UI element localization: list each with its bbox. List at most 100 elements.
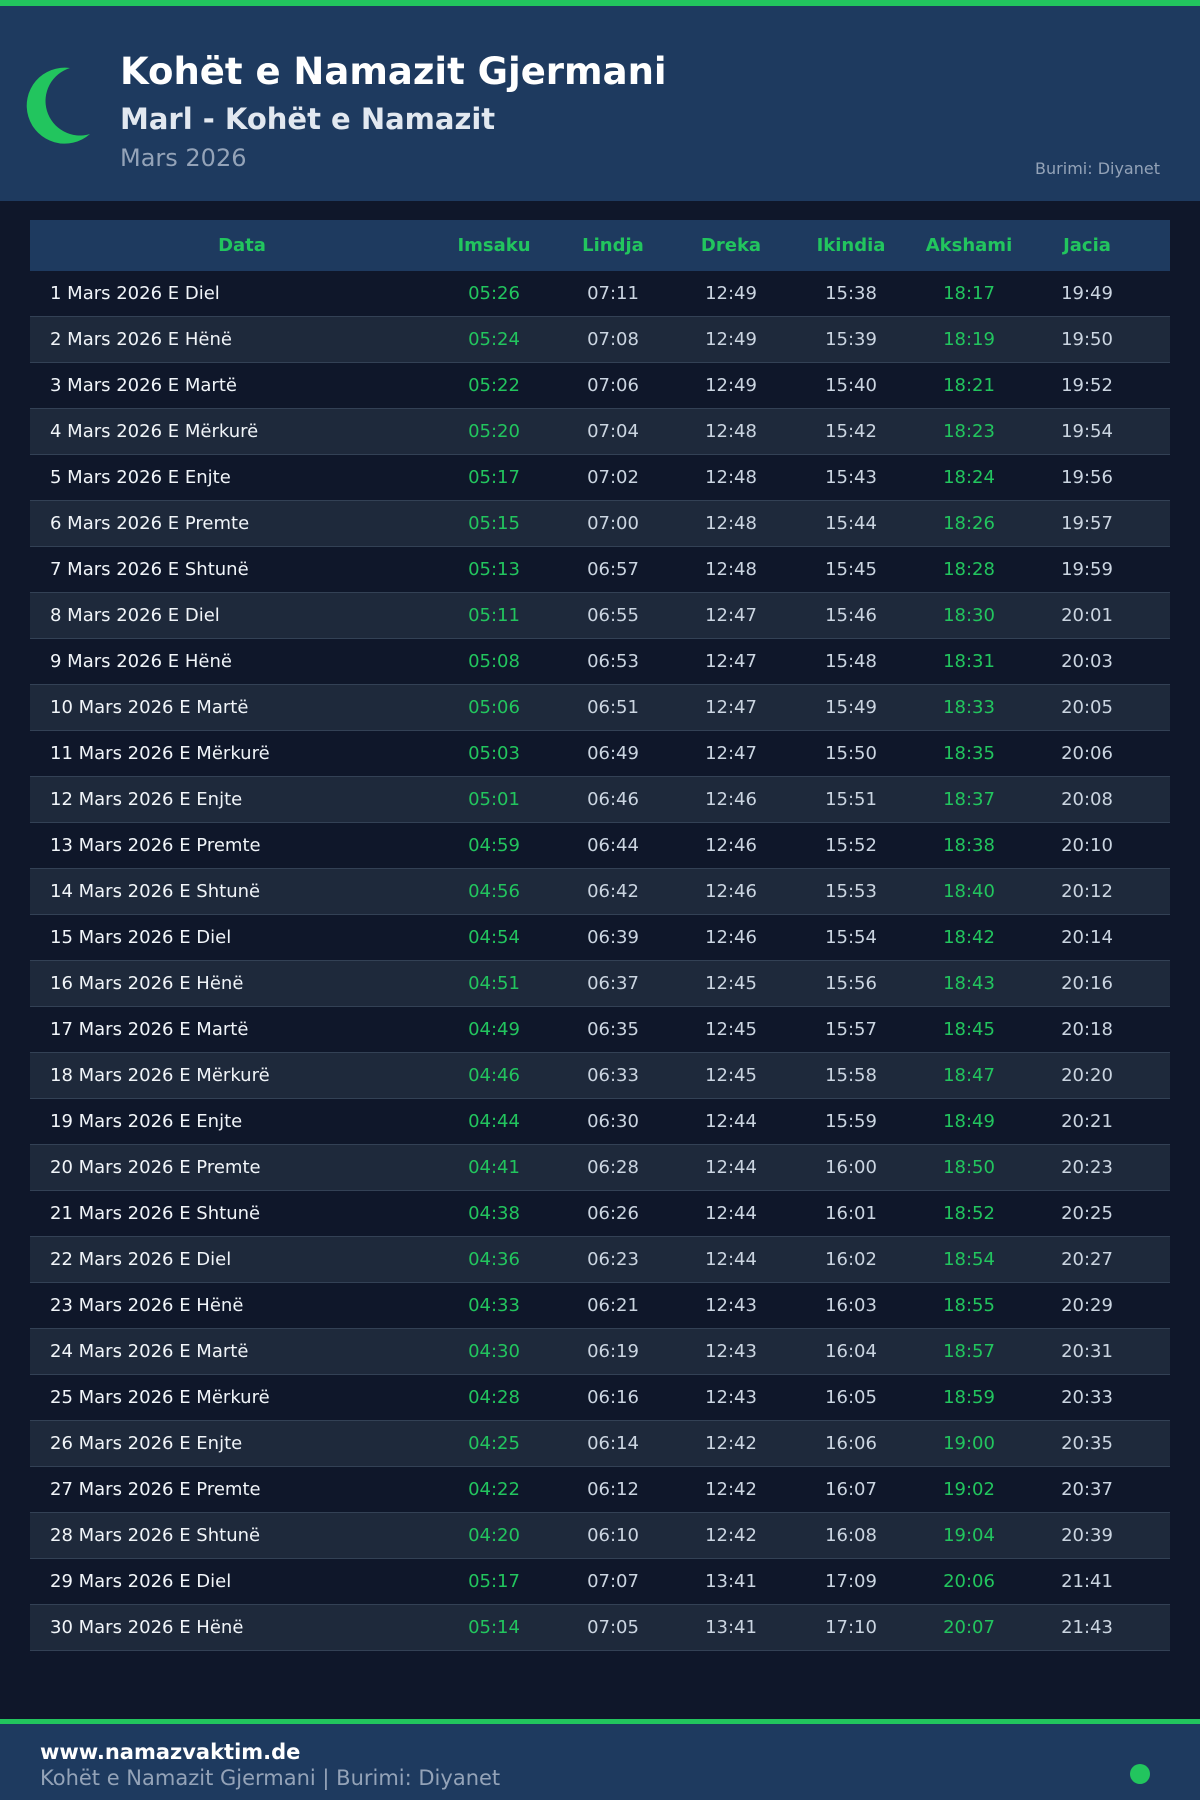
cell-akshami: 18:33 <box>943 697 995 718</box>
cell-akshami: 18:55 <box>943 1295 995 1316</box>
cell-dreka: 12:48 <box>705 513 757 534</box>
cell-ikindia: 15:45 <box>825 559 877 580</box>
cell-date: 28 Mars 2026 E Shtunë <box>50 1525 261 1546</box>
cell-akshami: 18:17 <box>943 283 995 304</box>
cell-akshami: 19:00 <box>943 1433 995 1454</box>
cell-akshami: 18:28 <box>943 559 995 580</box>
cell-imsaku: 05:22 <box>468 375 520 396</box>
column-header-akshami: Akshami <box>925 235 1013 256</box>
cell-imsaku: 04:54 <box>468 927 520 948</box>
cell-imsaku: 04:36 <box>468 1249 520 1270</box>
cell-ikindia: 16:05 <box>825 1387 877 1408</box>
cell-dreka: 12:49 <box>705 375 757 396</box>
cell-lindja: 06:39 <box>587 927 639 948</box>
cell-dreka: 12:44 <box>705 1203 757 1224</box>
website-link[interactable]: www.namazvaktim.de <box>40 1740 301 1764</box>
cell-imsaku: 05:17 <box>468 1571 520 1592</box>
cell-dreka: 12:43 <box>705 1341 757 1362</box>
cell-jacia: 19:56 <box>1061 467 1113 488</box>
cell-imsaku: 05:13 <box>468 559 520 580</box>
cell-jacia: 19:59 <box>1061 559 1113 580</box>
table-row: 9 Mars 2026 E Hënë 05:08 06:53 12:47 15:48 18… <box>30 639 1170 685</box>
cell-date: 22 Mars 2026 E Diel <box>50 1249 232 1270</box>
crescent-moon-icon <box>26 67 90 144</box>
cell-date: 8 Mars 2026 E Diel <box>50 605 220 626</box>
cell-jacia: 19:54 <box>1061 421 1113 442</box>
cell-jacia: 20:33 <box>1061 1387 1113 1408</box>
cell-dreka: 12:48 <box>705 467 757 488</box>
cell-ikindia: 15:53 <box>825 881 877 902</box>
footer-text: Kohët e Namazit Gjermani | Burimi: Diyan… <box>40 1766 501 1790</box>
cell-lindja: 06:26 <box>587 1203 639 1224</box>
cell-akshami: 18:54 <box>943 1249 995 1270</box>
cell-imsaku: 04:51 <box>468 973 520 994</box>
cell-imsaku: 05:24 <box>468 329 520 350</box>
cell-dreka: 12:44 <box>705 1111 757 1132</box>
cell-imsaku: 04:44 <box>468 1111 520 1132</box>
cell-akshami: 18:31 <box>943 651 995 672</box>
cell-akshami: 18:52 <box>943 1203 995 1224</box>
table-row: 5 Mars 2026 E Enjte 05:17 07:02 12:48 15:43 1… <box>30 455 1170 501</box>
cell-lindja: 06:10 <box>587 1525 639 1546</box>
column-header-date: Data <box>218 235 266 256</box>
table-row: 24 Mars 2026 E Martë 04:30 06:19 12:43 16:04… <box>30 1329 1170 1375</box>
cell-akshami: 18:45 <box>943 1019 995 1040</box>
cell-akshami: 19:02 <box>943 1479 995 1500</box>
cell-dreka: 12:44 <box>705 1157 757 1178</box>
table-row: 26 Mars 2026 E Enjte 04:25 06:14 12:42 16:06… <box>30 1421 1170 1467</box>
cell-date: 2 Mars 2026 E Hënë <box>50 329 232 350</box>
cell-date: 27 Mars 2026 E Premte <box>50 1479 261 1500</box>
footer-accent-line <box>0 1719 1200 1724</box>
cell-date: 21 Mars 2026 E Shtunë <box>50 1203 261 1224</box>
status-dot-icon <box>1130 1764 1150 1784</box>
cell-akshami: 18:30 <box>943 605 995 626</box>
cell-date: 26 Mars 2026 E Enjte <box>50 1433 243 1454</box>
cell-imsaku: 05:03 <box>468 743 520 764</box>
cell-dreka: 12:47 <box>705 651 757 672</box>
cell-dreka: 12:42 <box>705 1433 757 1454</box>
cell-jacia: 20:18 <box>1061 1019 1113 1040</box>
cell-lindja: 07:08 <box>587 329 639 350</box>
cell-date: 25 Mars 2026 E Mërkurë <box>50 1387 270 1408</box>
page-footer: www.namazvaktim.de Kohët e Namazit Gjerm… <box>0 1724 1200 1800</box>
cell-lindja: 06:14 <box>587 1433 639 1454</box>
cell-date: 16 Mars 2026 E Hënë <box>50 973 244 994</box>
cell-jacia: 20:06 <box>1061 743 1113 764</box>
cell-jacia: 20:27 <box>1061 1249 1113 1270</box>
cell-date: 29 Mars 2026 E Diel <box>50 1571 232 1592</box>
cell-lindja: 07:04 <box>587 421 639 442</box>
cell-ikindia: 15:46 <box>825 605 877 626</box>
cell-akshami: 18:57 <box>943 1341 995 1362</box>
cell-akshami: 18:37 <box>943 789 995 810</box>
cell-jacia: 19:52 <box>1061 375 1113 396</box>
cell-ikindia: 16:01 <box>825 1203 877 1224</box>
cell-lindja: 06:30 <box>587 1111 639 1132</box>
cell-jacia: 19:50 <box>1061 329 1113 350</box>
cell-ikindia: 16:07 <box>825 1479 877 1500</box>
cell-ikindia: 15:54 <box>825 927 877 948</box>
cell-lindja: 06:35 <box>587 1019 639 1040</box>
cell-imsaku: 05:11 <box>468 605 520 626</box>
cell-lindja: 07:11 <box>587 283 639 304</box>
cell-jacia: 20:25 <box>1061 1203 1113 1224</box>
table-row: 14 Mars 2026 E Shtunë 04:56 06:42 12:46 15:5… <box>30 869 1170 915</box>
cell-imsaku: 05:26 <box>468 283 520 304</box>
table-row: 1 Mars 2026 E Diel 05:26 07:11 12:49 15:38 18… <box>30 271 1170 317</box>
table-row: 22 Mars 2026 E Diel 04:36 06:23 12:44 16:02 1… <box>30 1237 1170 1283</box>
cell-akshami: 18:19 <box>943 329 995 350</box>
cell-lindja: 06:49 <box>587 743 639 764</box>
cell-dreka: 12:45 <box>705 1065 757 1086</box>
cell-jacia: 20:29 <box>1061 1295 1113 1316</box>
cell-lindja: 06:53 <box>587 651 639 672</box>
cell-dreka: 12:46 <box>705 881 757 902</box>
cell-imsaku: 05:06 <box>468 697 520 718</box>
cell-dreka: 12:42 <box>705 1525 757 1546</box>
cell-akshami: 19:04 <box>943 1525 995 1546</box>
cell-jacia: 20:12 <box>1061 881 1113 902</box>
cell-ikindia: 15:42 <box>825 421 877 442</box>
cell-lindja: 06:37 <box>587 973 639 994</box>
cell-akshami: 18:24 <box>943 467 995 488</box>
cell-akshami: 18:35 <box>943 743 995 764</box>
cell-ikindia: 16:03 <box>825 1295 877 1316</box>
cell-lindja: 07:05 <box>587 1617 639 1638</box>
